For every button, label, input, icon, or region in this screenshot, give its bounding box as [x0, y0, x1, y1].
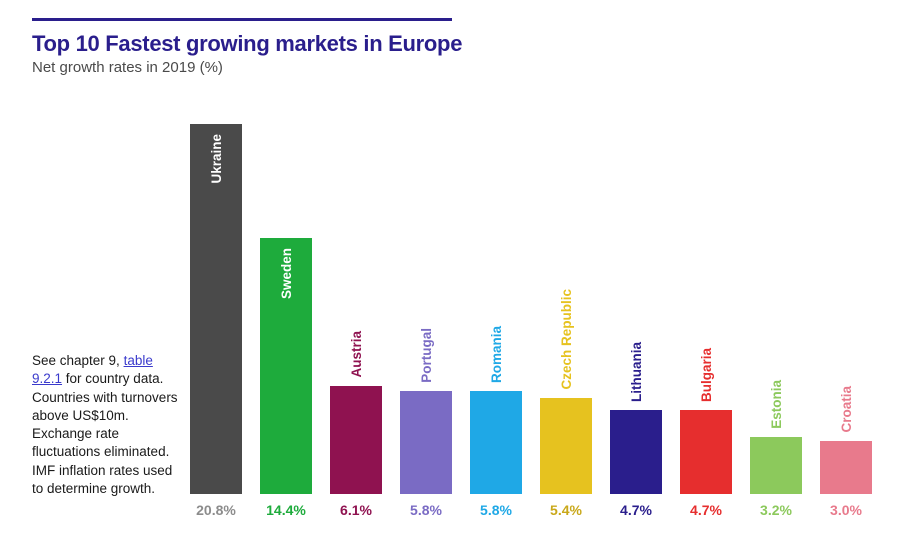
bar-value: 5.8% [480, 502, 512, 518]
bar-label: Sweden [279, 238, 294, 309]
bar-label: Romania [489, 316, 504, 391]
bar-value: 4.7% [620, 502, 652, 518]
bar-value: 3.2% [760, 502, 792, 518]
bar-label: Portugal [419, 318, 434, 391]
bar-label: Estonia [769, 370, 784, 437]
bar-label: Ukraine [209, 124, 224, 194]
bar-value: 3.0% [830, 502, 862, 518]
bar: Sweden [260, 238, 312, 494]
bar-label: Bulgaria [699, 338, 714, 410]
bar-value: 14.4% [266, 502, 306, 518]
chart-body: See chapter 9, table 9.2.1 for country d… [32, 118, 872, 518]
bar-column: Austria 6.1% [330, 386, 382, 519]
bar-value: 5.4% [550, 502, 582, 518]
bar: Lithuania [610, 410, 662, 494]
footnote-post: for country data. Countries with turnove… [32, 371, 178, 495]
bar: Bulgaria [680, 410, 732, 494]
bar: Ukraine [190, 124, 242, 494]
footnote: See chapter 9, table 9.2.1 for country d… [32, 352, 180, 518]
bar-column: Romania 5.8% [470, 391, 522, 518]
bar-label: Lithuania [629, 332, 644, 410]
bar-label: Croatia [839, 376, 854, 441]
bar-column: Sweden 14.4% [260, 238, 312, 518]
bar-column: Ukraine 20.8% [190, 124, 242, 518]
bar-label: Austria [349, 321, 364, 386]
bar: Portugal [400, 391, 452, 494]
bar-value: 4.7% [690, 502, 722, 518]
bar-column: Czech Republic 5.4% [540, 398, 592, 518]
chart-container: Top 10 Fastest growing markets in Europe… [0, 0, 904, 542]
header-rule [32, 18, 452, 21]
bar-column: Estonia 3.2% [750, 437, 802, 518]
bar-column: Bulgaria 4.7% [680, 410, 732, 518]
bar-label: Czech Republic [559, 279, 574, 398]
bar-value: 20.8% [196, 502, 236, 518]
bar: Romania [470, 391, 522, 494]
chart-subtitle: Net growth rates in 2019 (%) [32, 59, 872, 76]
bar: Croatia [820, 441, 872, 494]
bar-value: 5.8% [410, 502, 442, 518]
bar: Estonia [750, 437, 802, 494]
bar-chart: Ukraine 20.8% Sweden 14.4% Austria 6.1% Portug… [190, 118, 872, 518]
bar: Austria [330, 386, 382, 495]
bar-column: Portugal 5.8% [400, 391, 452, 518]
bar: Czech Republic [540, 398, 592, 494]
chart-title: Top 10 Fastest growing markets in Europe [32, 31, 872, 57]
footnote-pre: See chapter 9, [32, 353, 124, 368]
bar-column: Croatia 3.0% [820, 441, 872, 518]
bar-column: Lithuania 4.7% [610, 410, 662, 518]
bar-value: 6.1% [340, 502, 372, 518]
